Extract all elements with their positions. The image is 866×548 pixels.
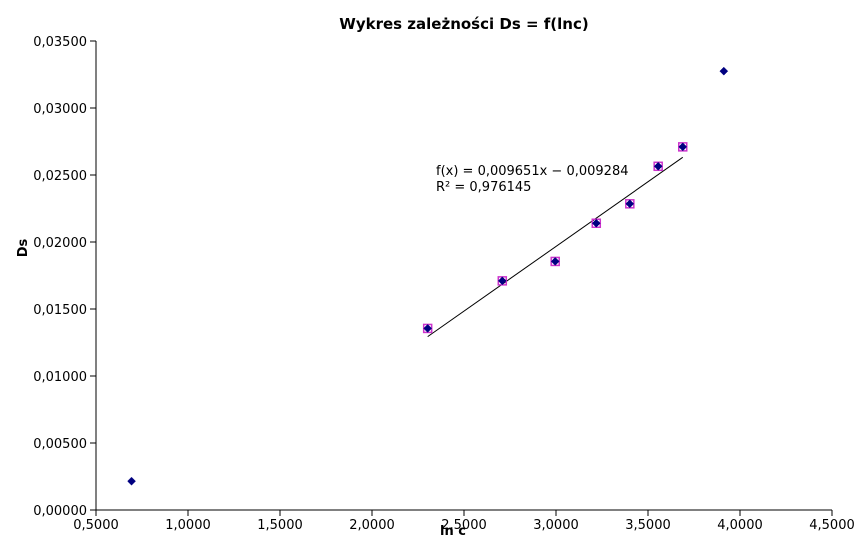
data-point-diamond [423, 324, 433, 333]
data-point-diamond [653, 161, 663, 171]
data-point-diamond [591, 218, 601, 228]
chart-title: Wykres zależności Ds = f(lnc) [339, 15, 588, 33]
y-tick-label: 0,00000 [33, 504, 87, 519]
data-point-diamond [127, 476, 136, 486]
y-tick-label: 0,00500 [33, 437, 87, 452]
x-tick-label: 3,0000 [533, 518, 579, 533]
y-tick-label: 0,02000 [33, 236, 87, 251]
x-tick-label: 4,0000 [717, 518, 763, 533]
x-tick-label: 1,5000 [257, 518, 303, 533]
trendline-r-squared: R² = 0,976145 [436, 180, 531, 195]
x-tick-label: 2,5000 [441, 518, 487, 533]
y-tick-label: 0,01500 [33, 303, 87, 318]
y-tick-label: 0,03500 [33, 35, 87, 50]
x-axis-label: ln c [440, 524, 466, 539]
data-point-diamond [550, 257, 560, 266]
trendline [427, 156, 684, 338]
trendline-group [427, 156, 684, 338]
data-point-diamond [678, 142, 688, 152]
data-points [127, 66, 729, 486]
data-point-diamond [625, 199, 635, 209]
trendline-equation: f(x) = 0,009651x − 0,009284 [436, 164, 628, 179]
x-tick-label: 3,5000 [625, 518, 671, 533]
y-tick-label: 0,03000 [33, 102, 87, 117]
data-point-diamond [497, 276, 507, 286]
data-point-diamond [719, 66, 729, 76]
y-tick-label: 0,02500 [33, 169, 87, 184]
y-axis-ticks: 0,00000 0,00500 0,01000 0,01500 0,02000 0,025… [33, 35, 96, 519]
axes [95, 41, 832, 511]
y-axis-label: Ds [16, 238, 31, 257]
x-tick-label: 0,5000 [73, 518, 119, 533]
x-tick-label: 1,0000 [165, 518, 211, 533]
x-axis-ticks: 0,5000 1,0000 1,5000 2,0000 2,5000 3,0000 3,50… [73, 510, 855, 533]
x-tick-label: 4,5000 [809, 518, 855, 533]
x-tick-label: 2,0000 [349, 518, 395, 533]
y-tick-label: 0,01000 [33, 370, 87, 385]
